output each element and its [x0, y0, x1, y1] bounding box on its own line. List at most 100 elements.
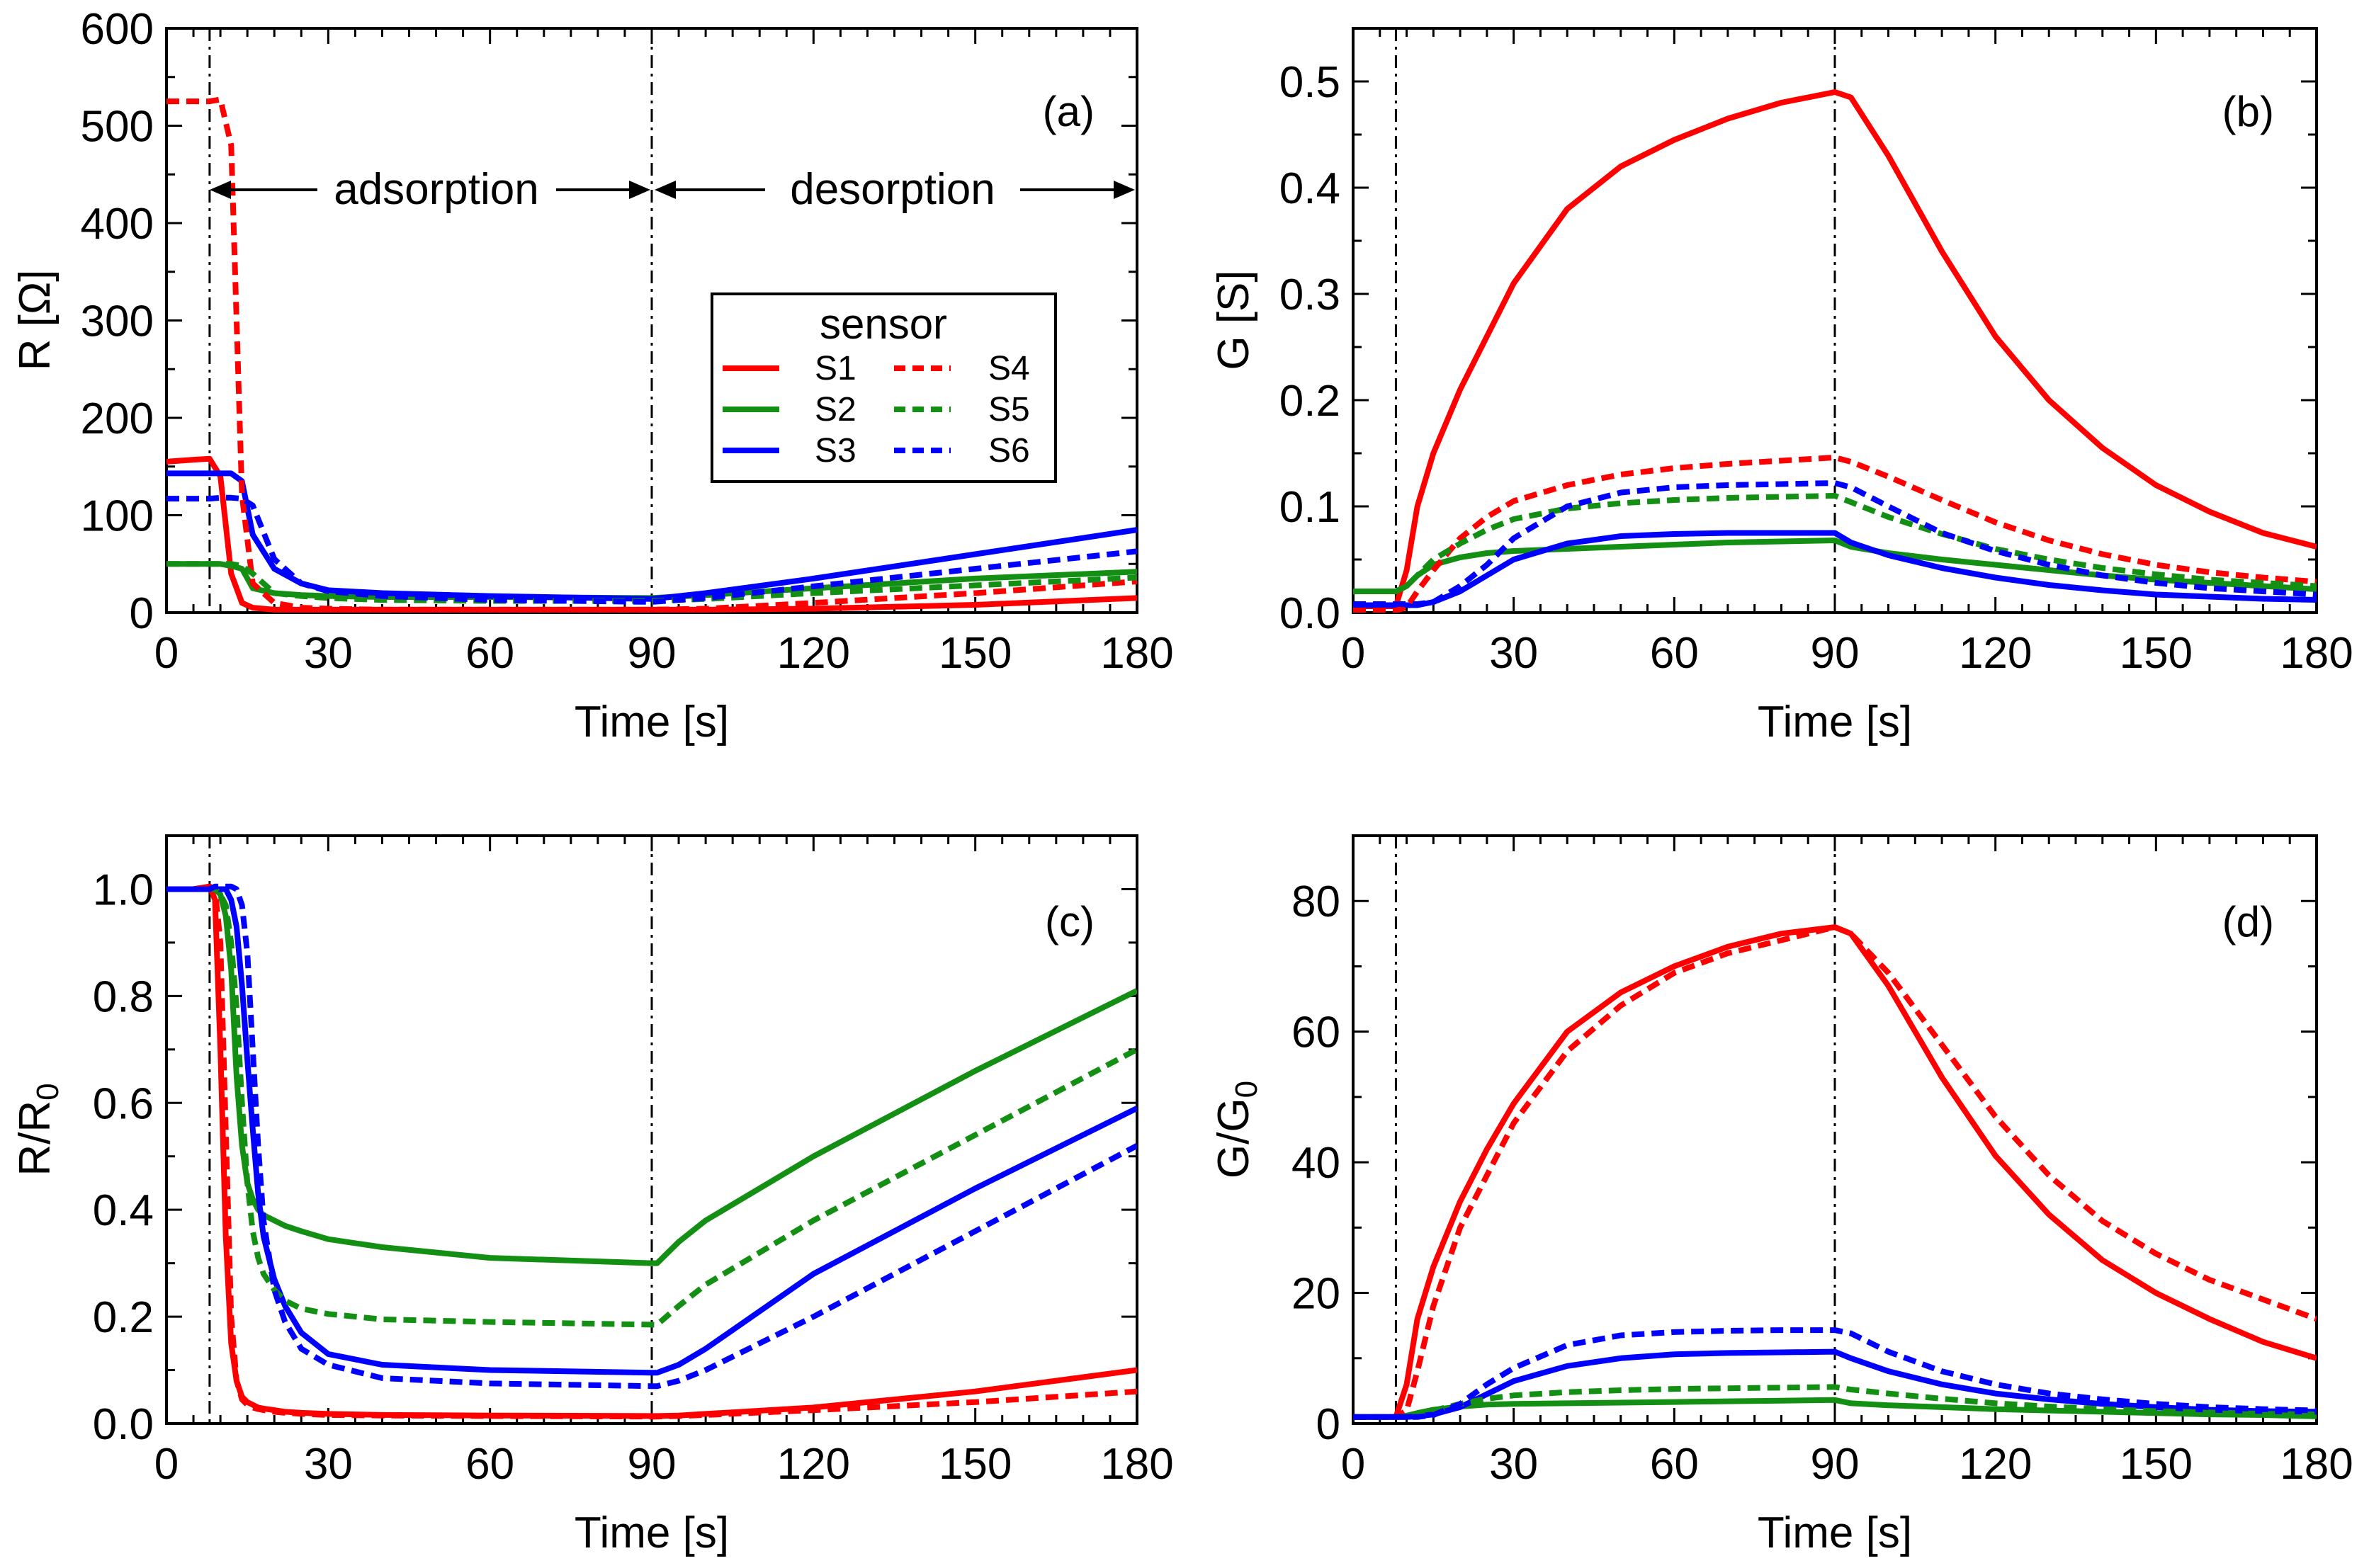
adsorption-left-arrowhead	[210, 181, 231, 199]
legend-label-s4: S4	[988, 350, 1030, 387]
panel-c-y-tick-label: 0.6	[93, 1079, 154, 1128]
panel-a-y-tick-label: 200	[81, 394, 154, 443]
panel-a-x-tick-label: 0	[154, 629, 179, 678]
panel-c-x-tick-label: 120	[777, 1440, 850, 1489]
panel-c-x-axis-label: Time [s]	[575, 1509, 729, 1557]
panel-a-x-tick-label: 120	[777, 629, 850, 678]
panel-a-series-s5	[166, 561, 1137, 604]
panel-d-y-tick-label: 20	[1291, 1270, 1340, 1319]
panel-c-y-tick-label: 0.2	[93, 1293, 154, 1342]
panel-c-x-tick-label: 60	[465, 1440, 514, 1489]
panel-d-y-tick-label: 60	[1291, 1009, 1340, 1057]
panel-d-x-axis-label: Time [s]	[1758, 1509, 1912, 1557]
panel-d-x-tick-label: 120	[1959, 1440, 2032, 1489]
panel-d-letter: (d)	[2222, 898, 2274, 945]
legend-label-s5: S5	[988, 391, 1030, 428]
panel-c-plot-layer: 0 30 60 90 120 150 180 0.0 0.2 0.4 0.6 0.8 1.0	[93, 834, 1174, 1489]
legend-label-s3: S3	[815, 432, 856, 470]
panel-c-y-tick-label: 0.0	[93, 1400, 154, 1449]
panel-d-y-tick-label: 0	[1316, 1400, 1340, 1449]
panel-c-y-tick-label: 0.8	[93, 972, 154, 1021]
panel-a-y-tick-label: 500	[81, 103, 154, 152]
panel-b-y-tick-label: 0.2	[1279, 377, 1340, 426]
panel-b-x-tick-label: 30	[1489, 629, 1538, 678]
panel-c-x-tick-label: 150	[939, 1440, 1012, 1489]
panel-a-x-tick-label: 60	[465, 629, 514, 678]
panel-c-x-tick-label: 90	[628, 1440, 677, 1489]
panel-b-x-tick-label: 0	[1341, 629, 1365, 678]
panel-a-y-tick-label: 0	[130, 589, 154, 638]
panel-d-series-s3	[1353, 1348, 2317, 1420]
panel-d-y-tick-label: 40	[1291, 1139, 1340, 1188]
adsorption-label: adsorption	[334, 165, 539, 214]
panel-a-x-tick-label: 90	[628, 629, 677, 678]
panel-d-y-axis-label: G/G0	[1209, 1081, 1264, 1178]
legend-label-s2: S2	[815, 391, 856, 428]
panel-c: 0 30 60 90 120 150 180 0.0 0.2 0.4 0.6 0.8 1.0 Time …	[11, 834, 1174, 1557]
panel-a-plot-layer: 0 30 60 90 120 150 180 0 100 200 300 400 500 600	[81, 5, 1174, 678]
adsorption-annotation: adsorption	[210, 165, 650, 214]
panel-b-series-s5	[1353, 493, 2317, 594]
panel-b-y-tick-label: 0.5	[1279, 58, 1340, 107]
panel-d-x-tick-label: 180	[2280, 1440, 2353, 1489]
panel-a-y-tick-label: 100	[81, 492, 154, 541]
panel-a-x-axis-label: Time [s]	[575, 698, 729, 746]
legend-title: sensor	[820, 300, 947, 348]
panel-d-plot-layer: 0 30 60 90 120 150 180 0 20 40 60 80	[1291, 834, 2353, 1489]
adsorption-right-arrowhead	[629, 181, 650, 199]
panel-d-series-group	[1353, 924, 2317, 1420]
desorption-label: desorption	[790, 165, 995, 214]
panel-b-x-axis-label: Time [s]	[1758, 698, 1912, 746]
panel-b-y-tick-label: 0.4	[1279, 164, 1340, 213]
legend-label-s6: S6	[988, 432, 1030, 470]
panel-a-x-tick-label: 180	[1100, 629, 1173, 678]
panel-b-y-tick-label: 0.3	[1279, 271, 1340, 319]
panel-a-series-s4	[166, 96, 1137, 613]
panel-c-y-axis-label-subscript: 0	[30, 1083, 65, 1100]
panel-b-x-tick-label: 120	[1959, 629, 2032, 678]
panel-d-x-tick-label: 60	[1650, 1440, 1699, 1489]
desorption-right-arrowhead	[1114, 181, 1135, 199]
panel-a-y-tick-label: 400	[81, 200, 154, 249]
panel-b: 0 30 60 90 120 150 180 0.0 0.1 0.2 0.3 0.4 0.5 Time …	[1209, 27, 2353, 746]
panel-a-y-tick-label: 600	[81, 5, 154, 54]
panel-d-series-s6	[1353, 1327, 2317, 1420]
panel-a-letter: (a)	[1043, 88, 1095, 135]
panel-c-series-s6	[166, 883, 1137, 1390]
panel-c-series-s4	[166, 883, 1137, 1420]
panel-c-y-tick-label: 1.0	[93, 865, 154, 914]
panel-d-series-s1	[1353, 924, 2317, 1420]
panel-b-x-tick-label: 90	[1811, 629, 1860, 678]
panel-b-series-s3	[1353, 530, 2317, 608]
panel-a-x-tick-label: 150	[939, 629, 1012, 678]
panel-c-x-tick-label: 30	[304, 1440, 353, 1489]
desorption-annotation: desorption	[655, 165, 1135, 214]
panel-b-series-s2	[1353, 538, 2317, 594]
panel-a-y-tick-label: 300	[81, 297, 154, 346]
panel-d-y-axis-label-subscript: 0	[1229, 1081, 1264, 1098]
panel-d-x-tick-label: 0	[1341, 1440, 1365, 1489]
panel-b-plot-layer: 0 30 60 90 120 150 180 0.0 0.1 0.2 0.3 0.4 0.5	[1279, 27, 2353, 678]
panel-a-series-group	[166, 96, 1137, 613]
panel-c-y-tick-label: 0.4	[93, 1186, 154, 1235]
panel-d-y-tick-label: 80	[1291, 877, 1340, 926]
panel-b-x-tick-label: 60	[1650, 629, 1699, 678]
desorption-left-arrowhead	[655, 181, 676, 199]
panel-b-x-tick-label: 150	[2120, 629, 2193, 678]
panel-b-letter: (b)	[2222, 88, 2274, 135]
panel-a-x-tick-label: 30	[304, 629, 353, 678]
panel-b-y-tick-label: 0.0	[1279, 589, 1340, 638]
panel-c-x-tick-label: 180	[1100, 1440, 1173, 1489]
panel-a-y-axis-label: R [Ω]	[11, 270, 60, 371]
panel-d-x-tick-label: 150	[2120, 1440, 2193, 1489]
panel-d-x-tick-label: 30	[1489, 1440, 1538, 1489]
panel-b-series-s1	[1353, 89, 2317, 609]
legend: sensor S1 S4 S2 S5 S3 S6	[711, 292, 1057, 483]
legend-label-s1: S1	[815, 350, 856, 387]
panel-c-x-tick-label: 0	[154, 1440, 179, 1489]
panel-d-x-tick-label: 90	[1811, 1440, 1860, 1489]
panel-d-series-s5	[1353, 1384, 2317, 1420]
panel-b-x-tick-label: 180	[2280, 629, 2353, 678]
